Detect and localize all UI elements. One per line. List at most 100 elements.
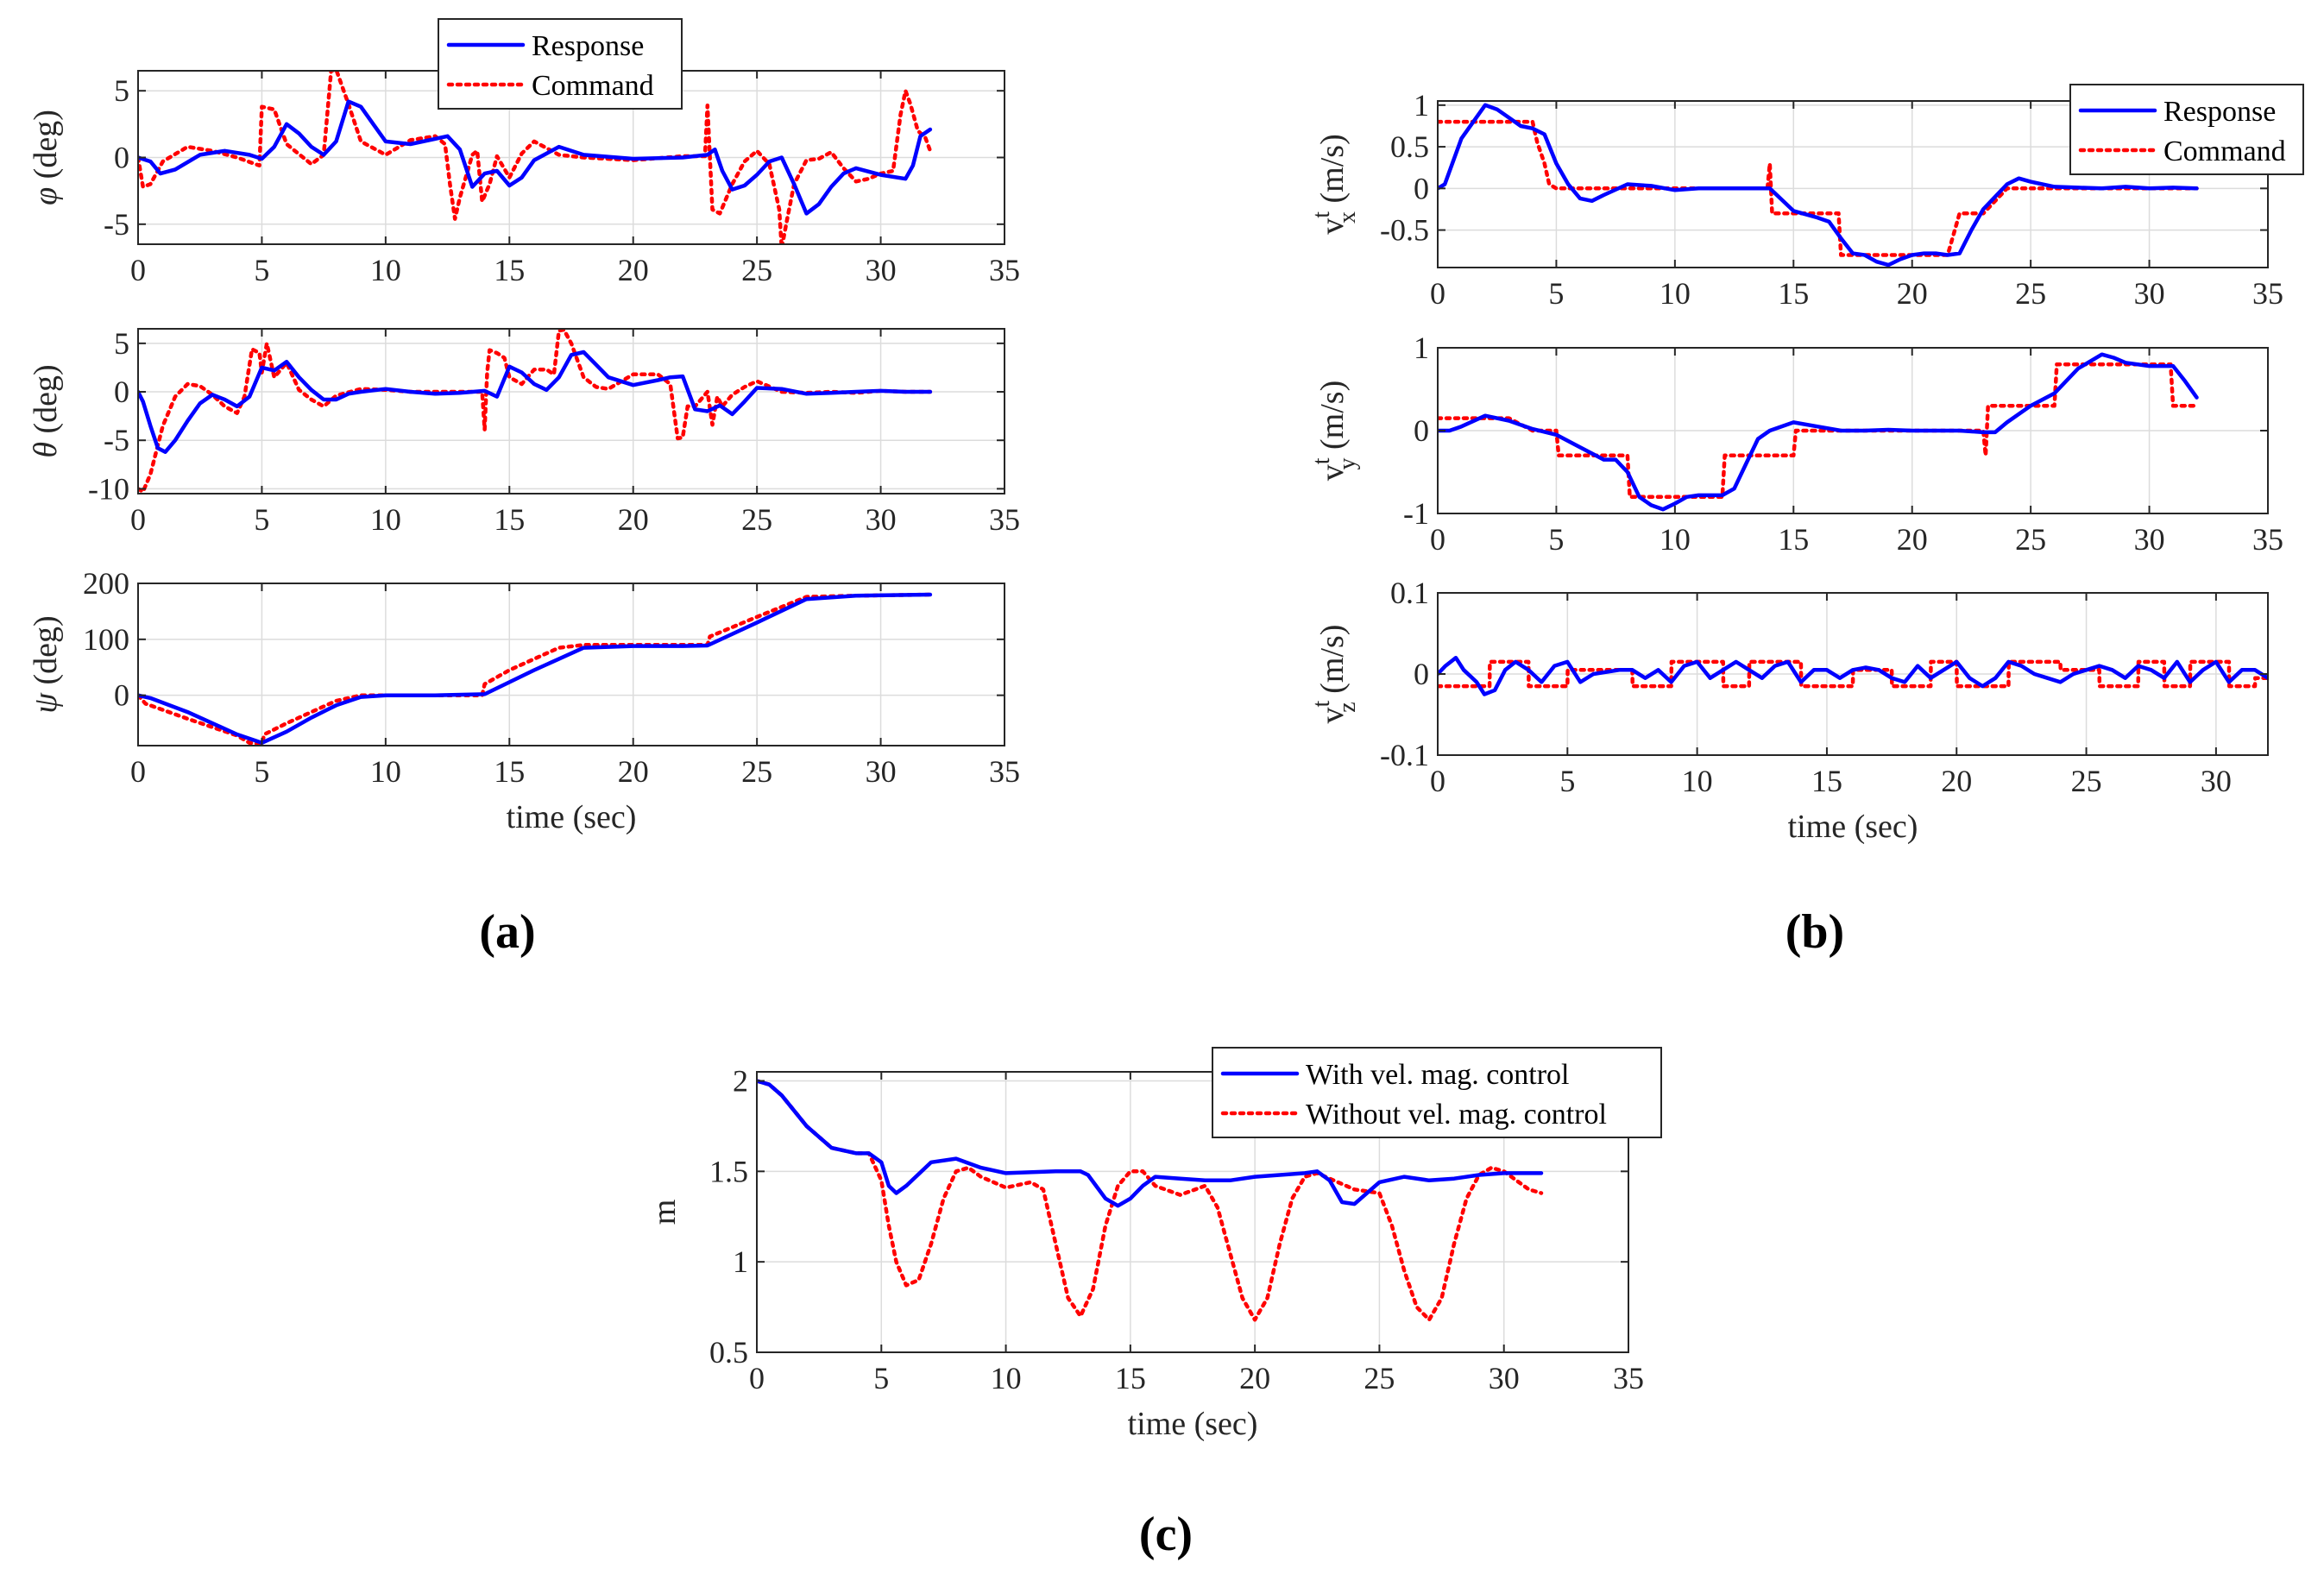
y-label-unit: (m/s) <box>1314 381 1351 458</box>
chart-c1: 0 5 10 15 20 25 30 35 0.5 1 1.5 2 m time (sec) With ve… <box>646 1047 1662 1442</box>
x-tick-label: 30 <box>2134 276 2165 311</box>
legend: Response Command <box>2069 84 2304 175</box>
x-tick-label: 0 <box>749 1361 765 1395</box>
x-tick-label: 0 <box>1430 764 1445 798</box>
legend-label: Command <box>532 70 654 102</box>
x-axis-label: time (sec) <box>1788 809 1918 845</box>
y-tick-label: 0 <box>1414 171 1429 205</box>
series-line-with-vel-mag-control <box>757 1079 1544 1208</box>
y-tick-label: -0.1 <box>1380 738 1429 772</box>
y-axis-label: θ (deg) <box>28 364 64 457</box>
y-label-base: v <box>1314 464 1351 481</box>
series-line-without-vel-mag-control <box>757 1079 1544 1322</box>
legend-label: Response <box>532 30 644 62</box>
y-axis-label: m <box>646 1200 683 1225</box>
plot-area <box>138 583 1005 746</box>
y-tick-label: 1 <box>733 1244 748 1279</box>
x-tick-label: 10 <box>370 253 401 287</box>
x-tick-label: 5 <box>873 1361 889 1395</box>
y-tick-label: 0.1 <box>1390 576 1429 610</box>
x-tick-label: 30 <box>866 502 897 537</box>
y-tick-label: 0.5 <box>1390 129 1429 164</box>
y-label-base: v <box>1314 707 1351 723</box>
x-tick-label: 0 <box>130 253 146 287</box>
y-tick-label: -0.5 <box>1380 213 1429 248</box>
x-tick-label: 25 <box>741 253 772 287</box>
x-tick-label: 10 <box>1660 522 1691 557</box>
x-tick-label: 10 <box>1660 276 1691 311</box>
x-tick-label: 35 <box>2252 522 2283 557</box>
series-line-response <box>1438 352 2199 512</box>
x-tick-label: 0 <box>1430 276 1445 311</box>
legend-label: Response <box>2163 96 2276 128</box>
y-tick-label: 1 <box>1414 331 1429 365</box>
x-tick-label: 5 <box>1559 764 1575 798</box>
x-tick-label: 35 <box>989 253 1020 287</box>
y-tick-label: 1.5 <box>709 1154 748 1188</box>
series-line-response <box>138 350 933 454</box>
legend-box <box>2069 84 2304 175</box>
x-tick-label: 15 <box>1811 764 1842 798</box>
y-label-subscript: z <box>1334 702 1361 712</box>
x-tick-label: 15 <box>1778 276 1809 311</box>
x-tick-label: 5 <box>254 502 269 537</box>
x-tick-label: 30 <box>866 754 897 789</box>
y-tick-label: 200 <box>83 566 129 601</box>
y-tick-label: -1 <box>1403 496 1429 531</box>
x-tick-label: 35 <box>2252 276 2283 311</box>
y-label-subscript: x <box>1334 211 1361 224</box>
series-line-command <box>1438 119 2199 257</box>
y-tick-label: 0.5 <box>709 1335 748 1370</box>
x-tick-label: 30 <box>1489 1361 1520 1395</box>
x-tick-label: 20 <box>1941 764 1972 798</box>
series-line-response <box>1438 655 2268 696</box>
y-label-unit: (m/s) <box>1314 134 1351 211</box>
y-label-unit: (deg) <box>28 615 64 693</box>
y-tick-label: 0 <box>1414 413 1429 448</box>
x-tick-label: 10 <box>991 1361 1022 1395</box>
axes-box <box>137 328 1005 494</box>
series-line-command <box>138 71 933 244</box>
y-axis-label: φ (deg) <box>28 110 64 205</box>
y-label-unit: (m/s) <box>1314 625 1351 702</box>
x-tick-label: 25 <box>741 754 772 789</box>
y-tick-label: 2 <box>733 1063 748 1098</box>
x-tick-label: 15 <box>494 502 525 537</box>
y-tick-label: -5 <box>104 423 129 457</box>
x-tick-label: 0 <box>1430 522 1445 557</box>
x-tick-label: 30 <box>2201 764 2232 798</box>
y-tick-label: 0 <box>114 141 129 175</box>
x-tick-label: 35 <box>989 754 1020 789</box>
axes-box <box>1437 100 2269 268</box>
x-tick-label: 5 <box>254 754 269 789</box>
x-tick-label: 35 <box>1613 1361 1644 1395</box>
y-tick-label: 1 <box>1414 88 1429 123</box>
x-tick-label: 25 <box>2015 522 2046 557</box>
x-tick-label: 25 <box>1364 1361 1395 1395</box>
x-tick-label: 20 <box>618 502 649 537</box>
x-tick-label: 15 <box>1115 1361 1146 1395</box>
x-tick-label: 10 <box>370 502 401 537</box>
y-label-superscript: t <box>1308 457 1335 464</box>
y-tick-label: 5 <box>114 73 129 108</box>
y-label-subscript: y <box>1334 457 1361 469</box>
y-axis-label: vtx (m/s) <box>1308 134 1361 235</box>
series-line-response <box>1438 103 2199 268</box>
legend-box <box>1212 1047 1662 1138</box>
y-tick-label: -10 <box>88 471 129 506</box>
y-label-symbol: φ <box>28 187 64 205</box>
chart-a2: 0 5 10 15 20 25 30 35 -10 -5 0 5 θ (deg) <box>28 326 1020 537</box>
panel-label-c: (c) <box>1139 1508 1193 1561</box>
x-tick-label: 15 <box>494 253 525 287</box>
y-tick-label: -5 <box>104 207 129 242</box>
y-tick-label: 0 <box>1414 657 1429 691</box>
x-tick-label: 0 <box>130 502 146 537</box>
x-tick-label: 25 <box>2071 764 2102 798</box>
y-tick-label: 5 <box>114 326 129 361</box>
x-tick-label: 5 <box>1548 522 1564 557</box>
x-tick-label: 25 <box>741 502 772 537</box>
series-line-command <box>1438 659 2268 689</box>
x-tick-label: 20 <box>618 754 649 789</box>
